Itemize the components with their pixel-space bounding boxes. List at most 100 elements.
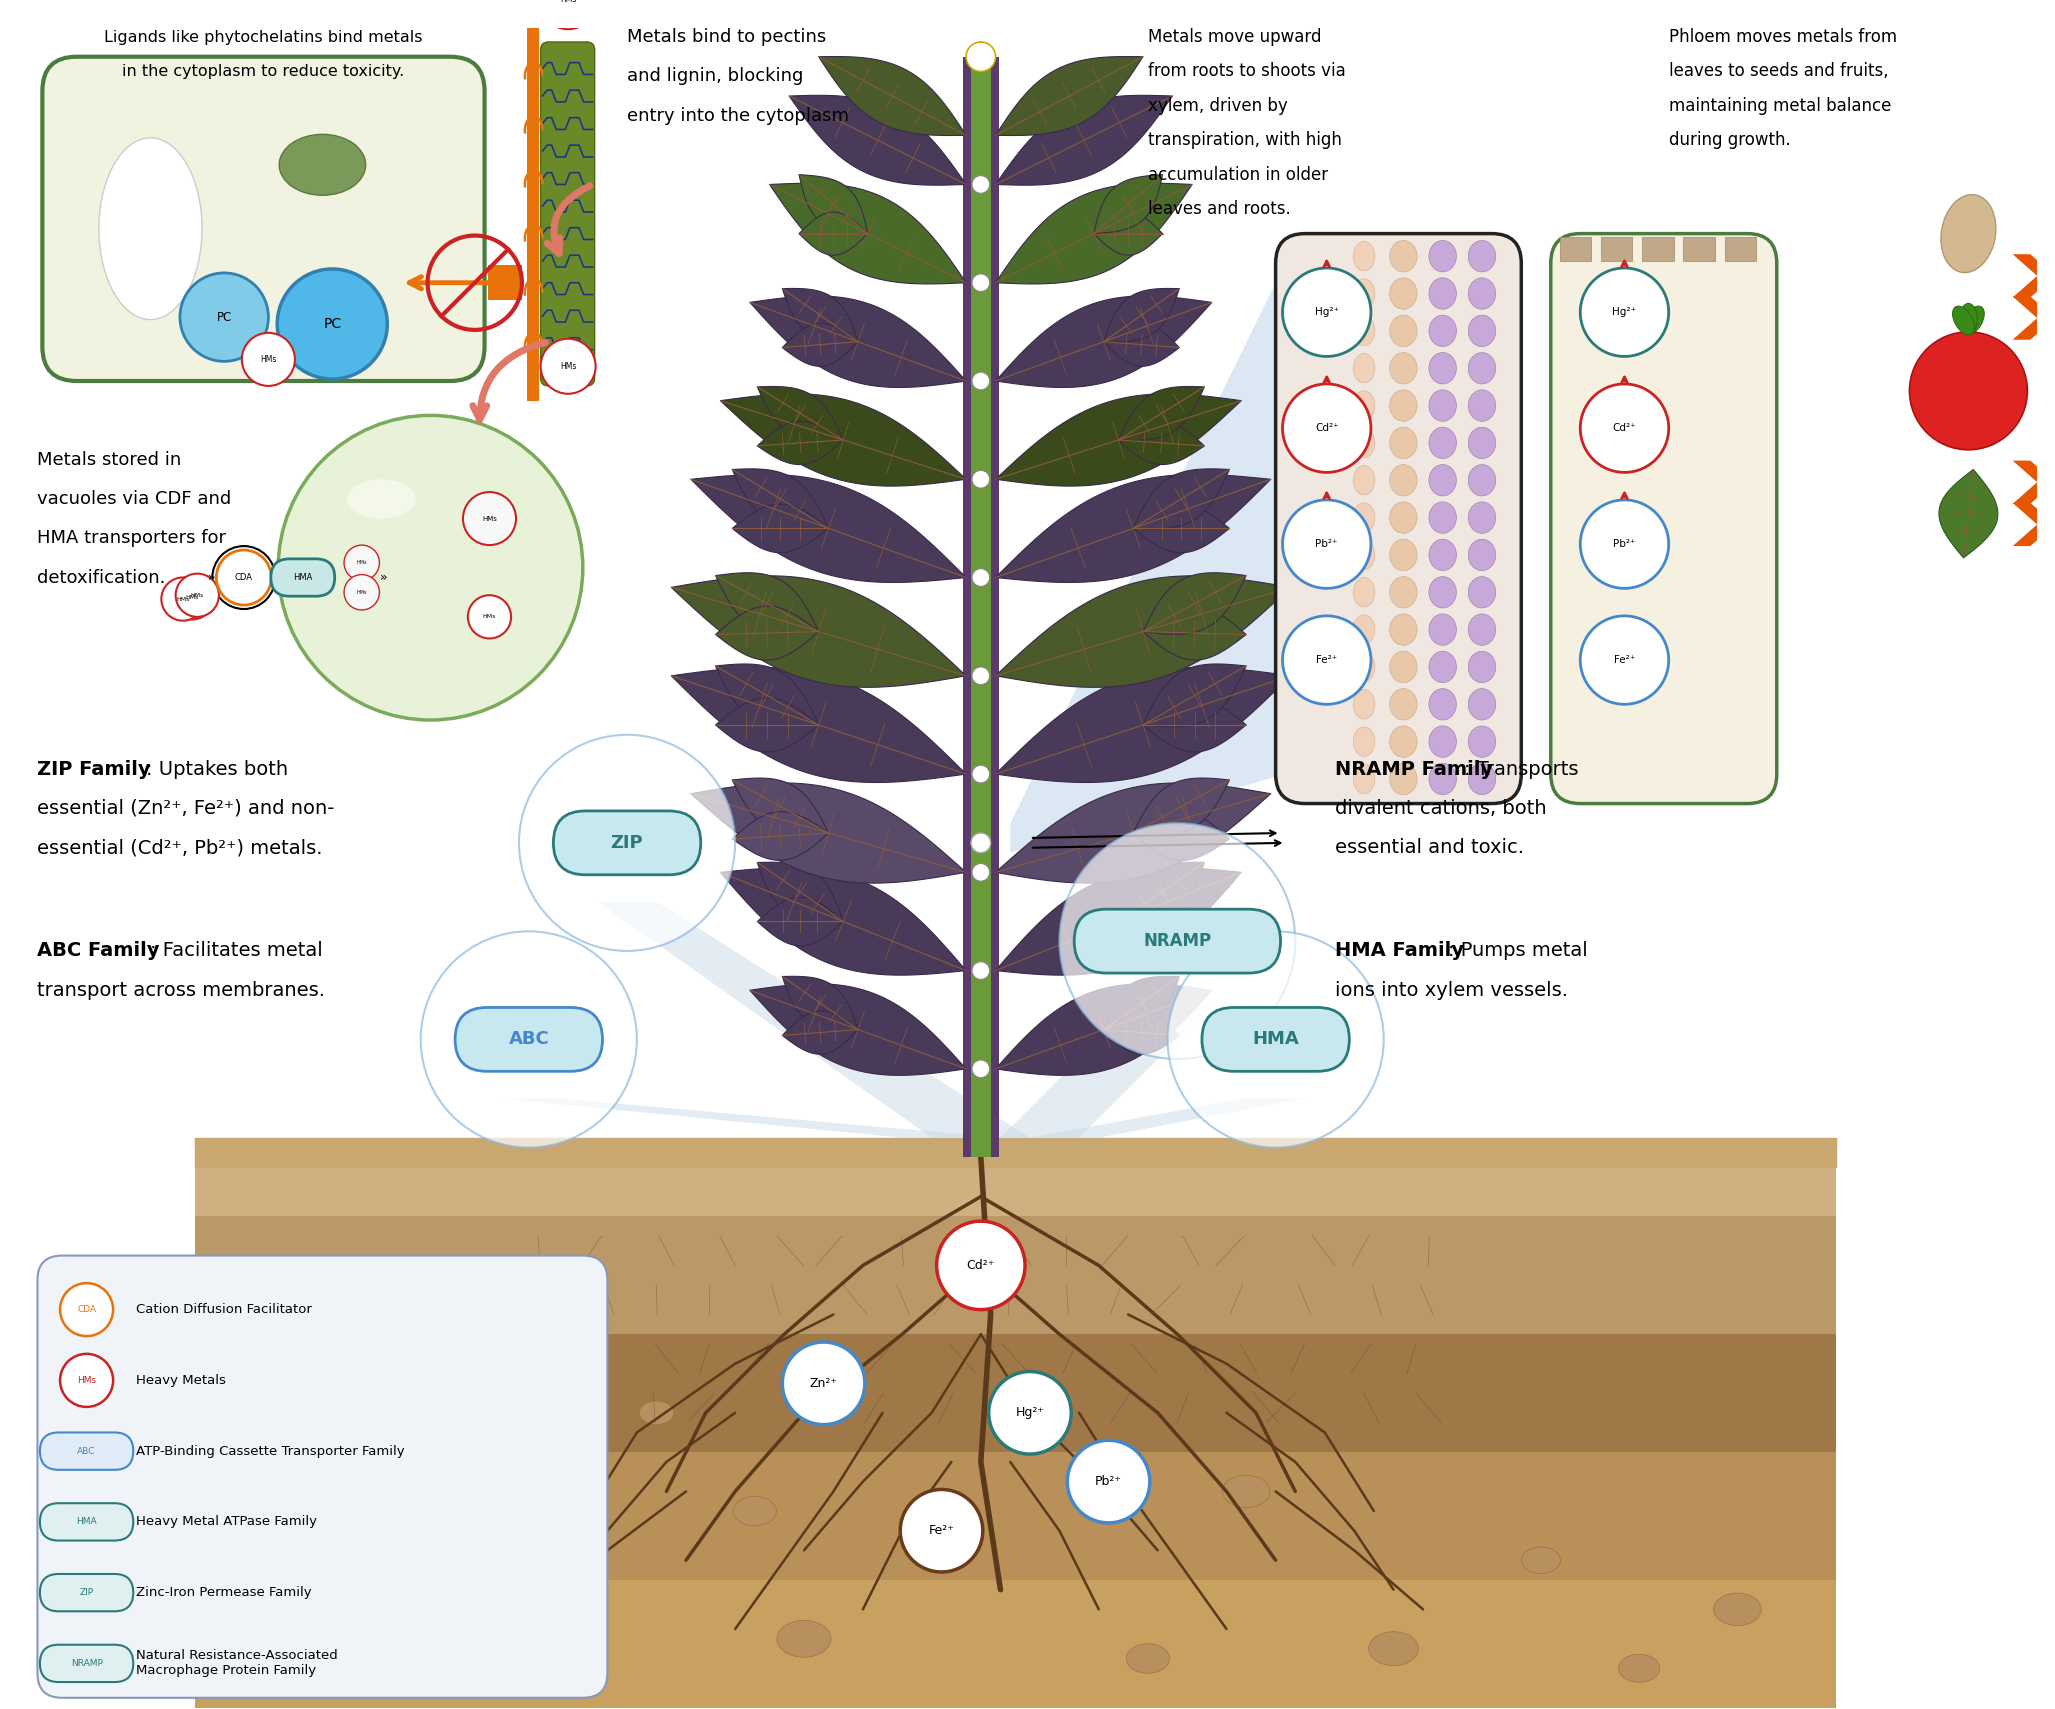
Polygon shape [769,183,966,284]
Polygon shape [995,183,1192,284]
Text: HMs: HMs [76,1376,97,1384]
Ellipse shape [1354,540,1375,569]
Circle shape [1580,615,1669,704]
FancyBboxPatch shape [39,1432,134,1470]
FancyBboxPatch shape [39,1504,134,1540]
Text: HMs: HMs [559,362,575,371]
Ellipse shape [1428,764,1457,795]
Text: ABC: ABC [508,1031,549,1048]
Ellipse shape [1389,314,1418,347]
Ellipse shape [1354,689,1375,719]
FancyBboxPatch shape [43,56,485,381]
Ellipse shape [1428,540,1457,571]
Text: HMA transporters for: HMA transporters for [37,530,226,547]
Text: HMs: HMs [559,0,575,3]
Ellipse shape [1467,764,1496,795]
Circle shape [60,1283,113,1336]
Circle shape [60,1354,113,1407]
Ellipse shape [1428,279,1457,309]
Ellipse shape [1428,352,1457,385]
Polygon shape [1030,1099,1305,1138]
Polygon shape [783,1012,859,1054]
Text: from roots to shoots via: from roots to shoots via [1149,63,1346,80]
Circle shape [171,576,214,619]
Polygon shape [783,289,859,342]
Ellipse shape [1354,764,1375,793]
Ellipse shape [777,1620,830,1658]
Ellipse shape [1354,429,1375,458]
Circle shape [520,735,736,950]
FancyBboxPatch shape [553,810,701,875]
Text: Fe²⁺: Fe²⁺ [1315,655,1338,665]
Text: HMs: HMs [356,590,368,595]
Ellipse shape [1389,502,1418,533]
Text: HMs: HMs [185,595,199,600]
Circle shape [972,176,991,193]
Polygon shape [995,475,1270,583]
Ellipse shape [1467,390,1496,422]
Polygon shape [1143,697,1245,752]
Text: CDA: CDA [76,1306,97,1314]
Text: ATP-Binding Cassette Transporter Family: ATP-Binding Cassette Transporter Family [136,1444,405,1458]
Polygon shape [1104,289,1180,342]
Bar [1560,236,1591,261]
Polygon shape [1132,778,1229,836]
Polygon shape [1104,1012,1180,1054]
Polygon shape [799,212,867,255]
Ellipse shape [1467,427,1496,458]
Polygon shape [995,984,1212,1075]
Circle shape [966,43,995,72]
FancyBboxPatch shape [37,1256,608,1697]
Polygon shape [783,976,859,1031]
Ellipse shape [1428,651,1457,682]
Ellipse shape [1428,576,1457,608]
Circle shape [469,595,512,639]
Polygon shape [2012,502,2055,547]
Polygon shape [1940,470,1997,557]
Text: HMs: HMs [483,516,497,521]
Ellipse shape [1428,502,1457,533]
Polygon shape [756,897,843,945]
Polygon shape [1001,1000,1217,1138]
Circle shape [1060,824,1295,1060]
Circle shape [1580,501,1669,588]
Polygon shape [2012,296,2055,340]
Text: »: » [325,571,333,584]
Text: HMA: HMA [294,573,312,583]
Ellipse shape [1428,390,1457,422]
Circle shape [972,863,991,882]
Text: Hg²⁺: Hg²⁺ [1613,308,1636,318]
Polygon shape [995,296,1212,388]
Ellipse shape [1428,241,1457,272]
Text: »: » [380,571,386,584]
Ellipse shape [1467,502,1496,533]
Polygon shape [690,475,966,583]
Ellipse shape [1354,578,1375,607]
Text: HMA Family: HMA Family [1334,942,1463,960]
Circle shape [972,766,991,783]
Text: Fe²⁺: Fe²⁺ [929,1524,954,1536]
Text: during growth.: during growth. [1669,132,1790,149]
Circle shape [421,931,637,1147]
Ellipse shape [1963,306,1985,335]
Ellipse shape [1467,465,1496,496]
Ellipse shape [308,1642,356,1675]
Text: Zn²⁺: Zn²⁺ [810,1377,838,1389]
Text: leaves to seeds and fruits,: leaves to seeds and fruits, [1669,63,1889,80]
Ellipse shape [1369,1632,1418,1666]
Text: Cd²⁺: Cd²⁺ [966,1260,995,1271]
Ellipse shape [1389,576,1418,608]
Text: »: » [208,571,216,584]
Text: Natural Resistance-Associated
Macrophage Protein Family: Natural Resistance-Associated Macrophage… [136,1649,337,1678]
Circle shape [972,373,991,390]
Circle shape [1282,615,1371,704]
Text: entry into the cytoplasm: entry into the cytoplasm [627,106,849,125]
Circle shape [1580,385,1669,472]
Ellipse shape [1467,241,1496,272]
Circle shape [1282,501,1371,588]
Ellipse shape [1126,1644,1169,1673]
Text: ZIP Family: ZIP Family [37,761,152,779]
Circle shape [538,0,598,29]
Text: leaves and roots.: leaves and roots. [1149,200,1291,219]
FancyBboxPatch shape [1552,234,1778,803]
